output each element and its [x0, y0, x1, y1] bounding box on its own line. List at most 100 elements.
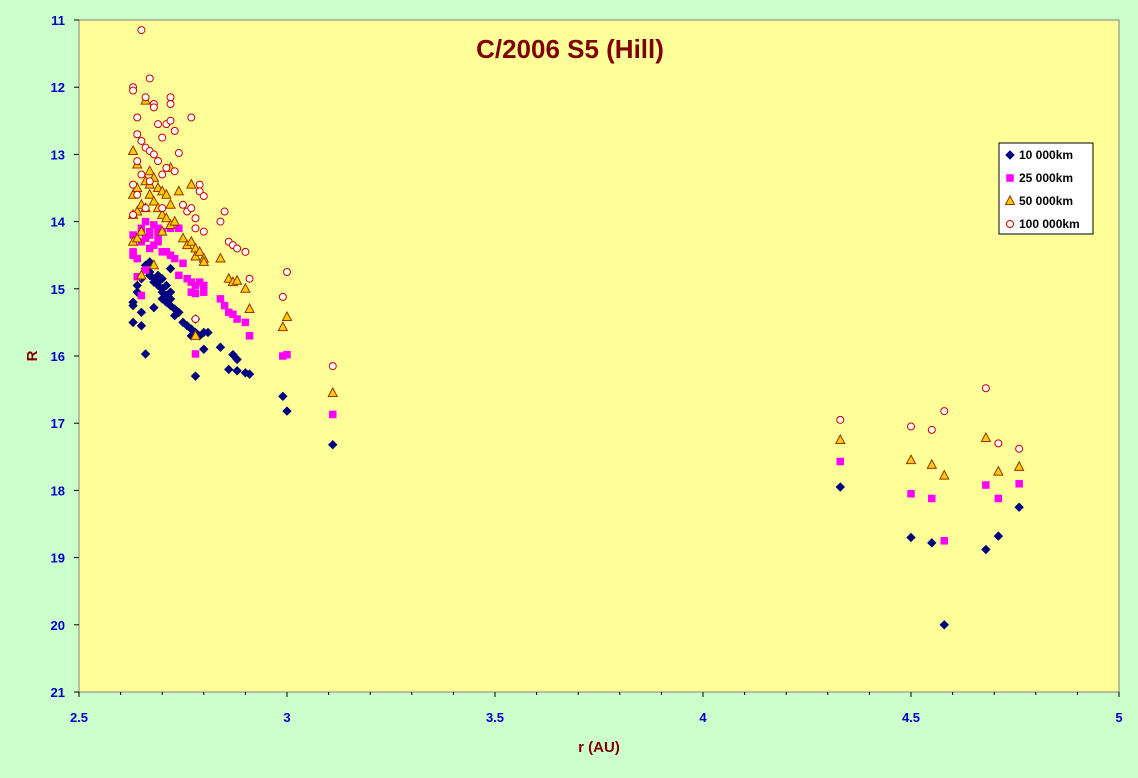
data-point — [191, 214, 200, 223]
data-point — [282, 406, 292, 416]
x-axis-title: r (AU) — [578, 739, 620, 756]
data-point — [215, 252, 226, 263]
data-point — [220, 207, 229, 216]
data-point — [190, 329, 201, 340]
data-point — [194, 245, 205, 256]
legend-marker — [1005, 150, 1015, 160]
x-tick-label: 3.5 — [486, 710, 504, 725]
data-point — [158, 170, 167, 179]
data-point — [993, 531, 1004, 541]
data-point — [927, 425, 936, 434]
data-point — [244, 369, 255, 379]
data-point — [149, 103, 158, 112]
data-point — [179, 259, 187, 268]
data-point — [133, 113, 142, 122]
data-point — [174, 149, 183, 158]
data-point — [133, 190, 142, 199]
y-tick-label: 12 — [51, 80, 65, 95]
data-point — [187, 204, 196, 213]
legend-marker — [1004, 194, 1016, 205]
data-point — [173, 185, 185, 196]
data-point — [132, 280, 142, 291]
legend-item: 50 000km — [1004, 194, 1073, 208]
data-point — [154, 238, 162, 246]
x-tick-label: 4.5 — [902, 710, 920, 725]
data-point — [129, 248, 137, 256]
data-point — [127, 144, 139, 156]
data-point — [161, 212, 172, 223]
data-point — [137, 26, 146, 35]
data-point — [185, 178, 197, 189]
data-point — [245, 332, 254, 340]
data-point — [278, 292, 287, 301]
y-tick-label: 17 — [51, 416, 65, 431]
legend-marker — [1006, 174, 1014, 182]
data-point — [224, 364, 234, 375]
data-point — [166, 116, 175, 125]
x-tick-label: 2.5 — [70, 710, 88, 725]
data-point — [136, 307, 147, 318]
data-point — [927, 538, 937, 548]
data-point — [174, 307, 184, 318]
data-point — [200, 288, 208, 296]
data-point — [233, 244, 242, 253]
legend-item: 100 000km — [1006, 217, 1080, 231]
data-point — [129, 210, 138, 219]
data-point — [926, 458, 938, 469]
legend: 10 000km 25 000km 50 000km 100 000km — [998, 142, 1094, 235]
data-point — [144, 165, 156, 176]
x-tick-label: 4 — [699, 710, 707, 725]
legend-label: 25 000km — [1019, 171, 1073, 185]
data-point — [190, 371, 201, 381]
legend-item: 10 000km — [1005, 148, 1073, 162]
data-point — [191, 224, 200, 233]
data-point — [136, 321, 147, 331]
y-axis-title: R — [24, 350, 41, 361]
plot-area — [78, 19, 1120, 693]
data-point — [993, 465, 1004, 476]
data-point — [232, 354, 242, 365]
data-point — [216, 217, 225, 226]
data-point — [329, 410, 337, 419]
data-point — [169, 215, 181, 226]
data-point — [149, 302, 159, 313]
data-point — [161, 280, 172, 291]
data-point — [195, 180, 204, 189]
data-point — [187, 113, 196, 122]
data-point — [328, 362, 337, 371]
data-point — [175, 224, 183, 233]
data-point — [199, 344, 209, 354]
legend-box — [998, 142, 1094, 235]
y-tick-label: 11 — [51, 13, 65, 28]
x-tick-label: 3 — [283, 710, 290, 725]
data-point — [906, 532, 916, 543]
data-point — [1015, 479, 1023, 488]
data-point — [170, 126, 179, 135]
y-tick-label: 19 — [51, 551, 65, 566]
data-point — [133, 130, 142, 139]
data-point — [137, 136, 146, 145]
legend-label: 10 000km — [1019, 148, 1073, 162]
axis-ticks: 2.5 3 3.5 4 4.5 5 11 12 13 14 15 16 17 18 19 20 21 — [51, 13, 1123, 725]
data-point — [133, 254, 141, 263]
data-point — [158, 204, 167, 213]
data-point — [232, 366, 242, 376]
data-point — [241, 247, 250, 256]
data-point — [158, 133, 167, 142]
data-point — [128, 300, 138, 311]
data-point — [166, 100, 175, 108]
data-point — [162, 163, 171, 172]
data-point — [156, 225, 168, 236]
data-point — [179, 200, 187, 209]
data-point — [1014, 502, 1024, 512]
data-point — [277, 321, 289, 332]
x-tick-label: 5 — [1115, 710, 1122, 725]
data-point — [834, 433, 846, 444]
y-tick-label: 21 — [51, 685, 65, 700]
data-point — [905, 454, 917, 465]
data-point — [200, 281, 208, 290]
data-point — [835, 482, 845, 492]
legend-item: 25 000km — [1006, 171, 1073, 185]
data-point — [177, 232, 189, 243]
data-point — [161, 188, 172, 199]
